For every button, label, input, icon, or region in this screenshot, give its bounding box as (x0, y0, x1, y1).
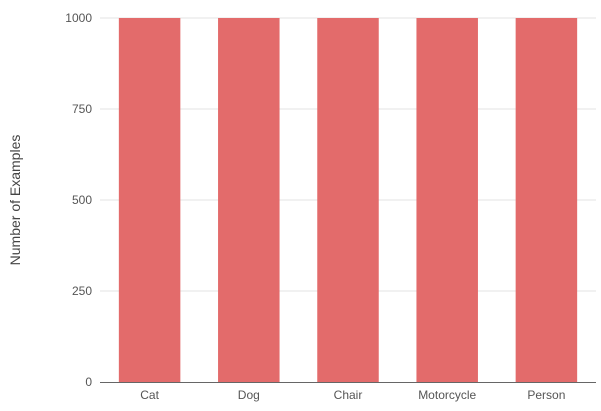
bar-chair (317, 18, 379, 382)
y-axis-label: Number of Examples (7, 135, 23, 266)
x-tick-label: Person (527, 388, 565, 402)
bar-person (515, 18, 578, 382)
x-tick-label: Motorcycle (418, 388, 476, 402)
bar-motorcycle (416, 18, 478, 382)
y-tick-label: 750 (72, 102, 92, 116)
x-tick-label: Chair (334, 388, 363, 402)
y-tick-label: 250 (72, 284, 92, 298)
y-tick-label: 0 (85, 375, 92, 389)
x-tick-label: Cat (140, 388, 159, 402)
y-tick-label: 500 (72, 193, 92, 207)
y-tick-label: 1000 (65, 11, 92, 25)
bar-cat (118, 18, 181, 382)
x-tick-label: Dog (238, 388, 260, 402)
tick-labels: 0 250 500 750 1000 Cat Dog Chair Motorcycle Perso… (65, 11, 565, 402)
bars (118, 18, 578, 382)
bar-dog (218, 18, 280, 382)
